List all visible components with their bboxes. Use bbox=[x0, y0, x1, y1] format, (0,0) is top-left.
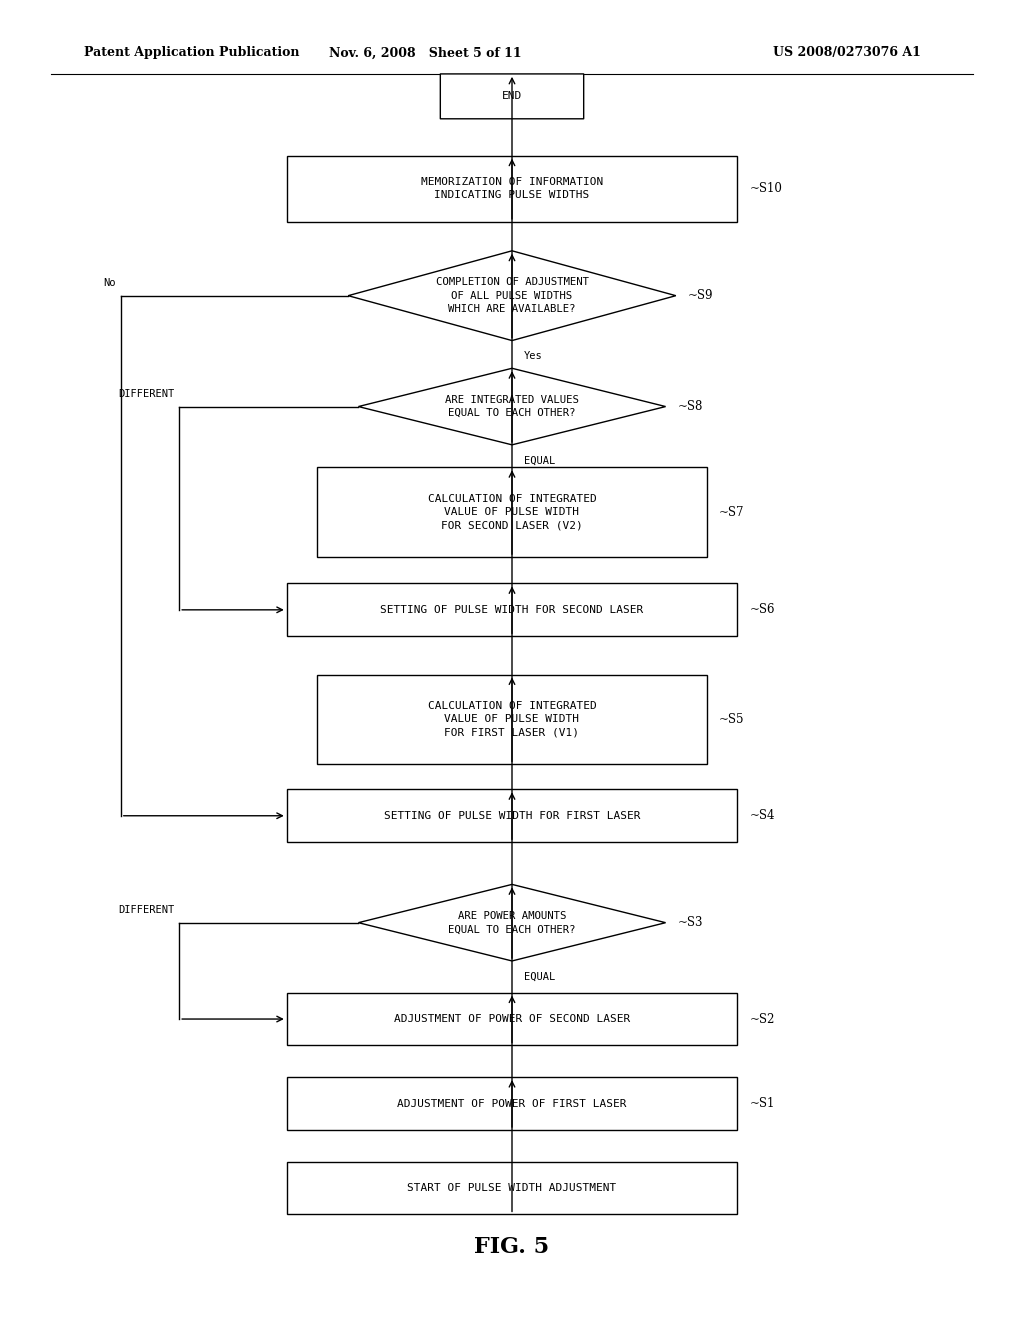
Text: ~S3: ~S3 bbox=[678, 916, 703, 929]
Text: ARE INTEGRATED VALUES
EQUAL TO EACH OTHER?: ARE INTEGRATED VALUES EQUAL TO EACH OTHE… bbox=[445, 395, 579, 418]
Text: ~S10: ~S10 bbox=[750, 182, 782, 195]
Text: MEMORIZATION OF INFORMATION
INDICATING PULSE WIDTHS: MEMORIZATION OF INFORMATION INDICATING P… bbox=[421, 177, 603, 201]
Text: COMPLETION OF ADJUSTMENT
OF ALL PULSE WIDTHS
WHICH ARE AVAILABLE?: COMPLETION OF ADJUSTMENT OF ALL PULSE WI… bbox=[435, 277, 589, 314]
Polygon shape bbox=[358, 884, 666, 961]
Text: US 2008/0273076 A1: US 2008/0273076 A1 bbox=[773, 46, 921, 59]
Text: CALCULATION OF INTEGRATED
VALUE OF PULSE WIDTH
FOR FIRST LASER (V1): CALCULATION OF INTEGRATED VALUE OF PULSE… bbox=[428, 701, 596, 738]
Bar bbox=[287, 1162, 737, 1214]
Text: Nov. 6, 2008   Sheet 5 of 11: Nov. 6, 2008 Sheet 5 of 11 bbox=[329, 46, 521, 59]
Bar bbox=[287, 789, 737, 842]
Bar bbox=[287, 156, 737, 222]
Text: START OF PULSE WIDTH ADJUSTMENT: START OF PULSE WIDTH ADJUSTMENT bbox=[408, 1183, 616, 1193]
Text: ADJUSTMENT OF POWER OF SECOND LASER: ADJUSTMENT OF POWER OF SECOND LASER bbox=[394, 1014, 630, 1024]
Text: ARE POWER AMOUNTS
EQUAL TO EACH OTHER?: ARE POWER AMOUNTS EQUAL TO EACH OTHER? bbox=[449, 911, 575, 935]
Text: EQUAL: EQUAL bbox=[524, 455, 556, 466]
Bar bbox=[317, 675, 707, 764]
Text: DIFFERENT: DIFFERENT bbox=[118, 904, 174, 915]
Text: ~S7: ~S7 bbox=[719, 506, 744, 519]
Bar bbox=[287, 1077, 737, 1130]
Text: ~S5: ~S5 bbox=[719, 713, 744, 726]
Text: EQUAL: EQUAL bbox=[524, 972, 556, 982]
Text: ~S2: ~S2 bbox=[750, 1012, 775, 1026]
Text: ~S9: ~S9 bbox=[688, 289, 714, 302]
Text: No: No bbox=[103, 277, 116, 288]
Bar bbox=[317, 467, 707, 557]
Text: ~S6: ~S6 bbox=[750, 603, 775, 616]
Text: ~S8: ~S8 bbox=[678, 400, 703, 413]
Text: DIFFERENT: DIFFERENT bbox=[118, 388, 174, 399]
Text: SETTING OF PULSE WIDTH FOR FIRST LASER: SETTING OF PULSE WIDTH FOR FIRST LASER bbox=[384, 810, 640, 821]
Text: ~S4: ~S4 bbox=[750, 809, 775, 822]
Text: CALCULATION OF INTEGRATED
VALUE OF PULSE WIDTH
FOR SECOND LASER (V2): CALCULATION OF INTEGRATED VALUE OF PULSE… bbox=[428, 494, 596, 531]
Text: FIG. 5: FIG. 5 bbox=[474, 1237, 550, 1258]
Polygon shape bbox=[358, 368, 666, 445]
Text: ~S1: ~S1 bbox=[750, 1097, 775, 1110]
Polygon shape bbox=[348, 251, 676, 341]
Text: END: END bbox=[502, 91, 522, 102]
Text: ADJUSTMENT OF POWER OF FIRST LASER: ADJUSTMENT OF POWER OF FIRST LASER bbox=[397, 1098, 627, 1109]
Text: Patent Application Publication: Patent Application Publication bbox=[84, 46, 299, 59]
Bar bbox=[287, 583, 737, 636]
FancyBboxPatch shape bbox=[440, 74, 584, 119]
Text: Yes: Yes bbox=[524, 351, 543, 362]
Text: SETTING OF PULSE WIDTH FOR SECOND LASER: SETTING OF PULSE WIDTH FOR SECOND LASER bbox=[380, 605, 644, 615]
Bar bbox=[287, 993, 737, 1045]
